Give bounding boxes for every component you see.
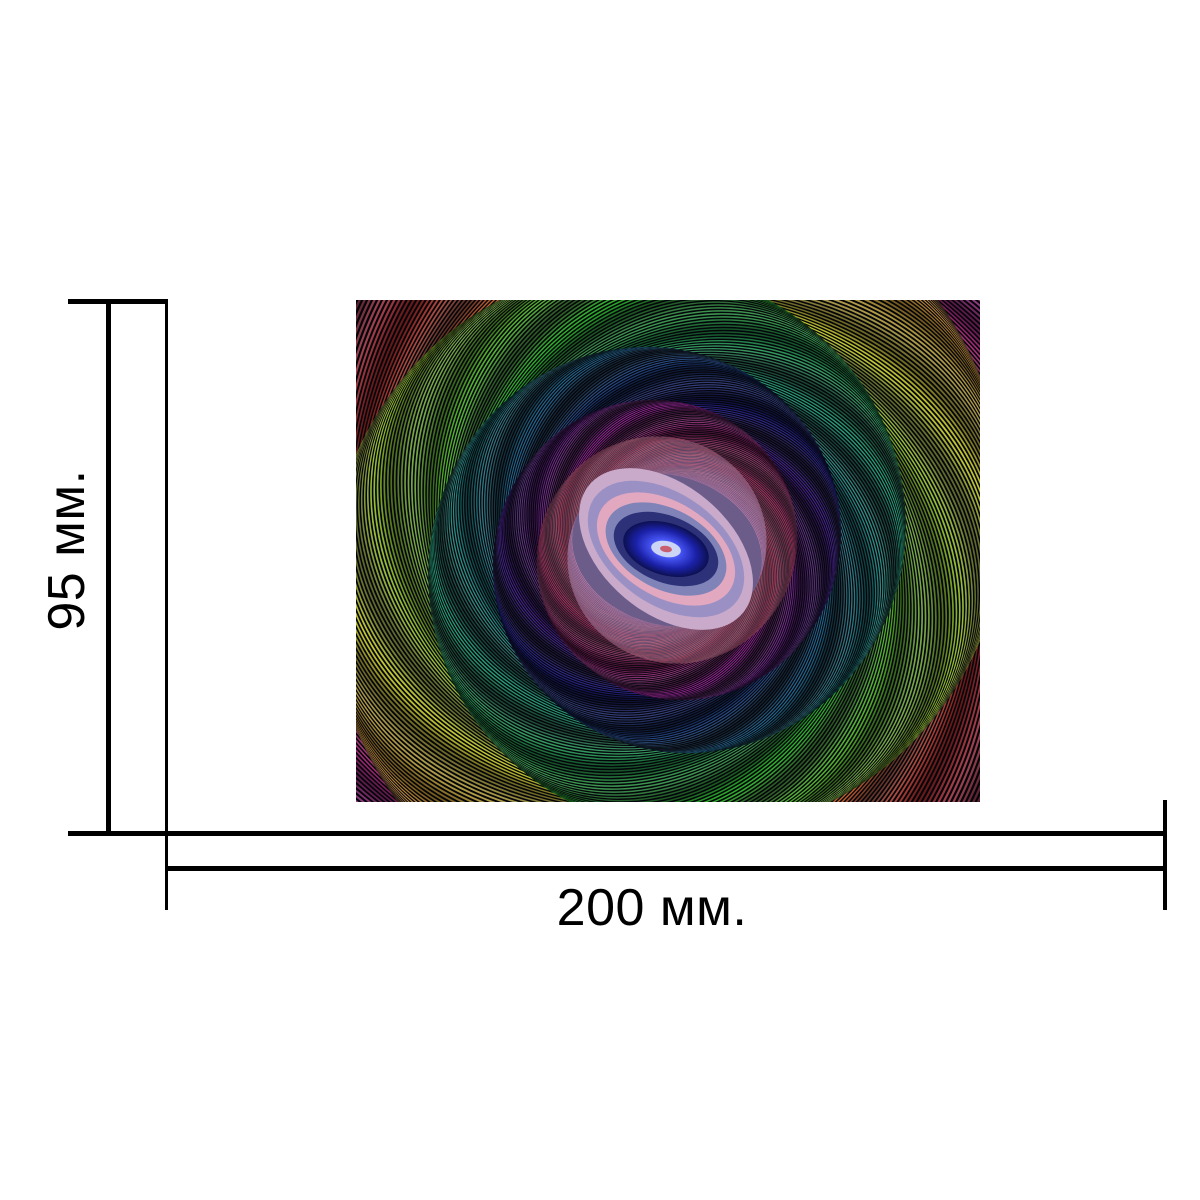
width-dimension-label: 200 мм. <box>556 879 748 937</box>
width-dimension-line <box>165 866 1165 871</box>
product-artwork-fractal-image <box>356 300 980 802</box>
right-extension-line <box>1163 800 1167 910</box>
left-extension-line <box>165 299 168 910</box>
bottom-baseline <box>68 831 1166 836</box>
height-dimension-line <box>106 299 111 836</box>
height-dimension-label: 95 мм. <box>38 469 96 631</box>
height-dimension-top-tick <box>68 299 167 304</box>
